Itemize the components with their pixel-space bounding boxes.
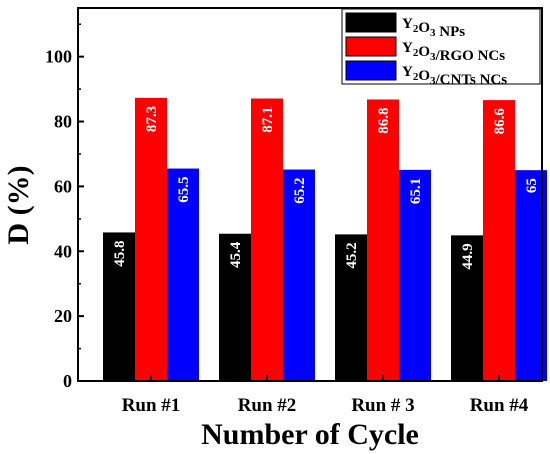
legend-subscript: 3: [430, 51, 436, 63]
y-axis-ticks: 0 20 40 60 80 100: [45, 23, 84, 391]
legend-swatch-1: [345, 36, 397, 57]
y-tick-label: 0: [63, 371, 72, 391]
plot-frame: [77, 7, 543, 382]
bar-data-label: 65.2: [292, 178, 308, 204]
bar-data-label: 87.3: [144, 106, 160, 132]
legend-subscript: 3: [430, 27, 436, 39]
legend-subscript: 2: [413, 47, 419, 59]
y-tick-label: 80: [54, 112, 72, 132]
legend-swatch-2: [345, 60, 397, 81]
legend-label-2: Y2O3/CNTs NCs: [402, 64, 507, 88]
bar-data-label: 45.4: [228, 241, 244, 268]
bar-data-label: 44.9: [460, 243, 476, 269]
legend-subscript: 2: [413, 23, 419, 35]
bar-data-label: 87.1: [260, 106, 276, 132]
bar-1-0: [135, 97, 167, 381]
y-tick-label: 100: [45, 47, 72, 67]
bar-2-2: [399, 169, 431, 381]
x-axis-ticks: Run #1 Run #2 Run # 3 Run #4: [122, 375, 529, 416]
legend-text-part: O: [418, 68, 430, 84]
bar-labels-group: 45.8 45.4 45.2 44.9 87.3 87.1 86.8 86.6 65.5 65.2…: [112, 106, 540, 270]
bar-2-0: [167, 168, 199, 381]
bar-data-label: 65.5: [176, 177, 192, 203]
bar-data-label: 45.8: [112, 240, 128, 266]
legend-swatch-0: [345, 12, 397, 33]
legend-text-part: /CNTs NCs: [435, 72, 508, 88]
bar-0-3: [451, 235, 483, 381]
y-axis-title: D (%): [2, 165, 35, 244]
bar-0-1: [219, 233, 251, 381]
legend-label-1: Y2O3/RGO NCs: [402, 40, 505, 64]
legend-text-part: /RGO NCs: [435, 48, 506, 64]
y-tick-label: 60: [54, 176, 72, 196]
x-tick-label: Run #2: [238, 395, 297, 416]
legend-text-part: NPs: [436, 24, 466, 40]
legend-text-part: Y: [402, 16, 413, 32]
bar-data-label: 86.8: [376, 107, 392, 133]
x-tick-label: Run # 3: [351, 395, 414, 416]
legend-subscript: 2: [413, 71, 419, 83]
bars-group: [103, 97, 547, 382]
bar-data-label: 65.1: [408, 178, 424, 204]
legend-label-0: Y2O3 NPs: [402, 16, 465, 40]
legend-subscript: 3: [430, 75, 436, 87]
x-tick-label: Run #1: [122, 395, 181, 416]
legend-text-part: Y: [402, 64, 413, 80]
legend-text-part: O: [418, 44, 430, 60]
bar-2-1: [283, 169, 315, 381]
bar-data-label: 86.6: [492, 108, 508, 135]
x-axis-title: Number of Cycle: [201, 418, 419, 451]
bar-1-1: [251, 98, 283, 381]
bar-1-3: [483, 100, 515, 382]
bar-0-0: [103, 232, 135, 381]
bar-data-label: 65: [524, 178, 540, 193]
y-tick-label: 40: [54, 241, 72, 261]
bar-0-2: [335, 234, 367, 381]
legend-text-part: O: [418, 20, 430, 36]
bar-1-2: [367, 99, 399, 381]
x-tick-label: Run #4: [470, 395, 529, 416]
y-tick-label: 20: [54, 306, 72, 326]
legend-text-part: Y: [402, 40, 413, 56]
bar-data-label: 45.2: [344, 242, 360, 268]
